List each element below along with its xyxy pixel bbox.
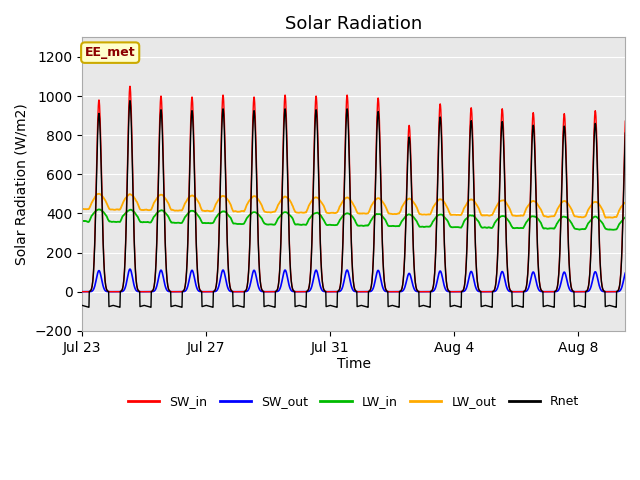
X-axis label: Time: Time <box>337 357 371 372</box>
Text: EE_met: EE_met <box>85 46 136 59</box>
Y-axis label: Solar Radiation (W/m2): Solar Radiation (W/m2) <box>15 103 29 265</box>
Title: Solar Radiation: Solar Radiation <box>285 15 422 33</box>
Legend: SW_in, SW_out, LW_in, LW_out, Rnet: SW_in, SW_out, LW_in, LW_out, Rnet <box>123 390 584 413</box>
